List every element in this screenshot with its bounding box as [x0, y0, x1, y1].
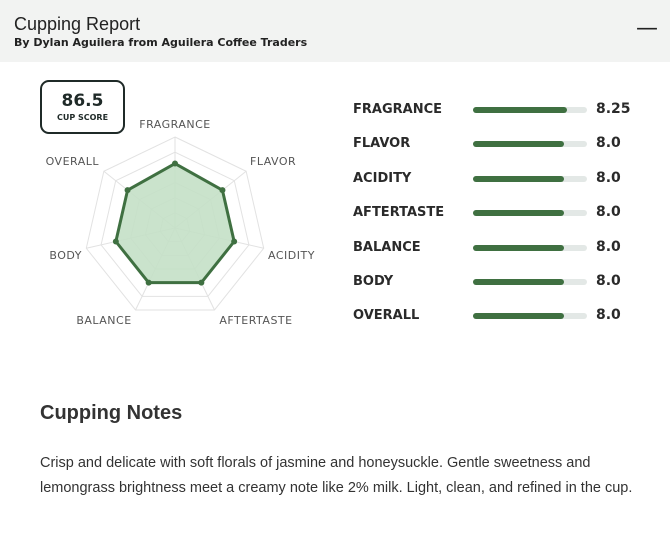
- radar-grid-ring: [85, 136, 265, 311]
- score-bar-track: [473, 279, 587, 285]
- radar-axis-label: FLAVOR: [250, 155, 296, 168]
- score-row-body: BODY 8.0: [353, 272, 653, 292]
- score-label: FRAGRANCE: [353, 102, 442, 117]
- score-value: 8.25: [596, 101, 631, 117]
- score-value: 8.0: [596, 273, 621, 289]
- score-value: 8.0: [596, 204, 621, 221]
- score-value: 8.0: [596, 169, 621, 186]
- score-bar-fill: [473, 107, 568, 113]
- radar-axis-label: FRAGRANCE: [139, 118, 210, 131]
- cup-score-value: 86.5: [61, 91, 104, 111]
- score-bar-fill: [473, 279, 565, 285]
- report-author: By Dylan Aguilera from Aguilera Coffee T…: [14, 36, 308, 49]
- radar-chart: FRAGRANCE FLAVOR ACIDITY AFTERTASTE BALANCE B…: [46, 118, 315, 327]
- score-row-acidity: ACIDITY 8.0: [353, 169, 653, 189]
- score-label: AFTERTASTE: [353, 205, 445, 221]
- notes-heading: Cupping Notes: [40, 402, 183, 424]
- score-bar-fill: [473, 313, 565, 320]
- cup-score-label: CUP SCORE: [56, 113, 109, 122]
- report-header: Cupping Report By Dylan Aguilera from Ag…: [0, 0, 670, 62]
- radar-grid-ring: [100, 151, 250, 297]
- score-bar-fill: [473, 210, 565, 217]
- notes-text: Crisp and delicate with soft florals of …: [40, 455, 633, 496]
- score-row-overall: OVERALL 8.0: [353, 306, 653, 326]
- radar-point: [112, 238, 119, 245]
- radar-axis-label: AFTERTASTE: [219, 314, 292, 327]
- minus-icon[interactable]: —: [636, 16, 658, 41]
- score-label: ACIDITY: [353, 170, 412, 186]
- radar-axis-label: OVERALL: [46, 155, 100, 168]
- score-value: 8.0: [596, 238, 621, 255]
- radar-point: [231, 238, 238, 245]
- radar-axis-label: BALANCE: [76, 314, 131, 327]
- score-bar-fill: [473, 175, 565, 182]
- score-bar-track: [473, 313, 587, 320]
- radar-point: [172, 160, 178, 167]
- score-bar-track: [473, 175, 587, 182]
- score-label: FLAVOR: [353, 136, 411, 152]
- radar-point: [219, 187, 226, 194]
- radar-axis-label: BODY: [49, 249, 82, 262]
- report-title: Cupping Report: [14, 14, 141, 34]
- score-bar-track: [473, 210, 587, 217]
- score-label: BALANCE: [353, 239, 421, 255]
- score-label: BODY: [353, 274, 394, 289]
- radar-point: [145, 279, 152, 286]
- radar-point: [198, 279, 205, 286]
- score-value: 8.0: [596, 135, 621, 152]
- radar-axis-label: ACIDITY: [268, 249, 315, 262]
- radar-point: [124, 187, 131, 194]
- score-bar-track: [473, 244, 587, 251]
- score-bar-fill: [473, 244, 565, 251]
- score-label: OVERALL: [353, 308, 420, 324]
- score-row-flavor: FLAVOR 8.0: [353, 134, 653, 154]
- score-bar-track: [473, 107, 587, 113]
- score-row-fragrance: FRAGRANCE 8.25: [353, 100, 653, 120]
- score-bar-fill: [473, 141, 565, 148]
- score-value: 8.0: [596, 307, 621, 324]
- cup-score-badge: 86.5 CUP SCORE: [40, 80, 125, 134]
- score-bar-track: [473, 141, 587, 148]
- score-row-aftertaste: AFTERTASTE 8.0: [353, 203, 653, 223]
- radar-series-area: [114, 162, 236, 285]
- score-row-balance: BALANCE 8.0: [353, 238, 653, 258]
